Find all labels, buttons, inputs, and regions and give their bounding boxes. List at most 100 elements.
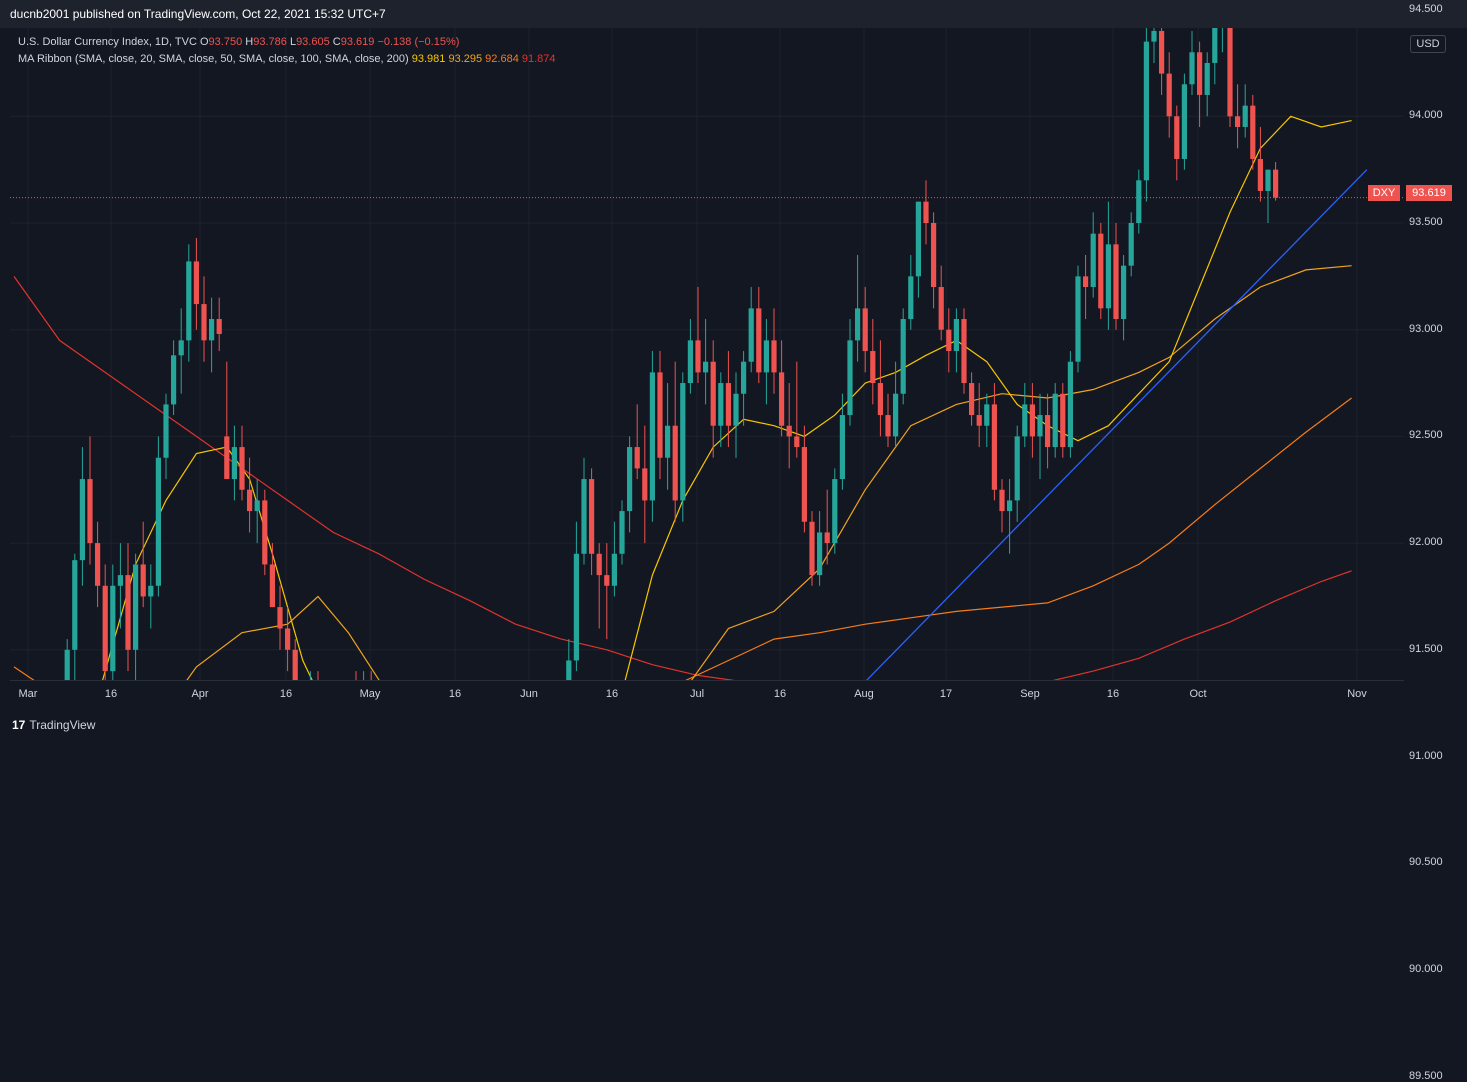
x-tick-label: 16: [104, 688, 118, 700]
publisher-bar: ducnb2001 published on TradingView.com, …: [0, 0, 1467, 28]
candle-body: [1083, 276, 1089, 288]
candle-body: [1007, 500, 1013, 512]
candle-body: [794, 436, 800, 448]
ma-ribbon-label: MA Ribbon (SMA, close, 20, SMA, close, 5…: [18, 53, 409, 65]
candle-body: [786, 425, 792, 437]
candle-body: [908, 276, 914, 320]
candle-body: [710, 361, 716, 426]
y-tick-label: 89.500: [1409, 1069, 1443, 1082]
candle-body: [1273, 169, 1279, 198]
candle-body: [581, 479, 587, 554]
ma200-value: 91.874: [521, 53, 556, 65]
candle-body: [1090, 233, 1096, 288]
candle-body: [824, 532, 830, 544]
candle-body: [695, 340, 701, 373]
y-tick-label: 92.500: [1409, 429, 1443, 442]
candle-body: [231, 447, 237, 480]
x-tick-label: Sep: [1020, 688, 1040, 700]
time-axis[interactable]: [10, 680, 1404, 709]
candle-body: [839, 415, 845, 480]
candle-body: [832, 479, 838, 544]
x-tick-label: Oct: [1189, 688, 1207, 700]
candle-body: [254, 500, 260, 512]
currency-button[interactable]: USD: [1410, 35, 1446, 53]
candle-body: [953, 319, 959, 352]
candle-body: [193, 261, 199, 305]
tradingview-brand: TradingView: [29, 718, 96, 732]
candle-body: [649, 372, 655, 501]
candle-body: [1128, 223, 1134, 266]
candle-body: [779, 372, 785, 426]
price-axis[interactable]: [1404, 28, 1467, 680]
candle-body: [817, 532, 823, 576]
tradingview-logo-icon: 17: [12, 718, 26, 732]
x-tick-label: Aug: [854, 688, 874, 700]
candle-body: [285, 628, 291, 650]
y-tick-label: 93.500: [1409, 216, 1443, 228]
candle-body: [946, 329, 952, 352]
candle-body: [1235, 116, 1241, 127]
candle-body: [1159, 30, 1165, 74]
y-tick-label: 94.000: [1409, 109, 1443, 122]
candle-body: [1204, 62, 1210, 95]
candle-body: [140, 564, 146, 597]
candle-body: [984, 404, 990, 426]
ma50-value: 93.295: [448, 53, 483, 65]
candle-body: [1166, 73, 1172, 117]
x-tick-label: May: [359, 688, 381, 700]
candle-body: [611, 553, 617, 586]
candle-body: [1227, 28, 1233, 117]
candle-body: [665, 425, 671, 458]
x-tick-label: Jul: [689, 688, 705, 700]
candle-body: [87, 479, 93, 544]
chart-plot-area[interactable]: [10, 28, 1404, 680]
candle-body: [178, 340, 184, 356]
candle-body: [961, 319, 967, 384]
candle-body: [110, 585, 116, 672]
candle-body: [885, 415, 891, 437]
x-tick-label: Nov: [1347, 688, 1367, 700]
ma100-line: [13, 397, 1352, 680]
last-price-tag: 93.619: [1406, 185, 1452, 201]
candle-body: [604, 575, 610, 586]
candle-body: [148, 585, 154, 597]
candle-body: [589, 479, 595, 554]
candle-body: [201, 304, 207, 341]
tradingview-logo[interactable]: 17 TradingView: [12, 718, 95, 732]
candle-body: [277, 607, 283, 629]
close-value: 93.619: [340, 36, 375, 48]
open-label: O: [199, 36, 209, 48]
candle-body: [900, 319, 906, 394]
candle-body: [991, 404, 997, 490]
candle-body: [1265, 169, 1271, 191]
candle-body: [163, 404, 169, 458]
high-value: 93.786: [253, 36, 287, 48]
candle-body: [1075, 276, 1081, 362]
open-value: 93.750: [208, 36, 243, 48]
candle-body: [171, 355, 177, 405]
candle-body: [1022, 404, 1028, 437]
x-tick-label: 16: [279, 688, 293, 700]
candle-body: [680, 383, 686, 501]
candle-body: [1151, 30, 1157, 42]
candle-body: [247, 489, 253, 512]
candle-body: [292, 649, 298, 680]
candle-body: [893, 393, 899, 437]
candle-body: [72, 560, 78, 650]
candle-body: [756, 308, 762, 373]
candle-body: [155, 457, 161, 586]
candle-body: [1098, 233, 1104, 309]
candle-body: [870, 351, 876, 384]
candle-body: [976, 415, 982, 426]
candle-body: [703, 361, 709, 373]
x-tick-label: Apr: [191, 688, 209, 700]
candle-body: [741, 361, 747, 394]
chart-svg[interactable]: [10, 28, 1404, 680]
candle-body: [657, 372, 663, 458]
candle-body: [1242, 105, 1248, 127]
y-tick-label: 93.000: [1409, 322, 1443, 335]
y-tick-label: 94.500: [1409, 2, 1443, 15]
y-tick-label: 90.000: [1409, 962, 1443, 975]
candle-body: [923, 201, 929, 223]
footer-bar: [0, 708, 1467, 743]
